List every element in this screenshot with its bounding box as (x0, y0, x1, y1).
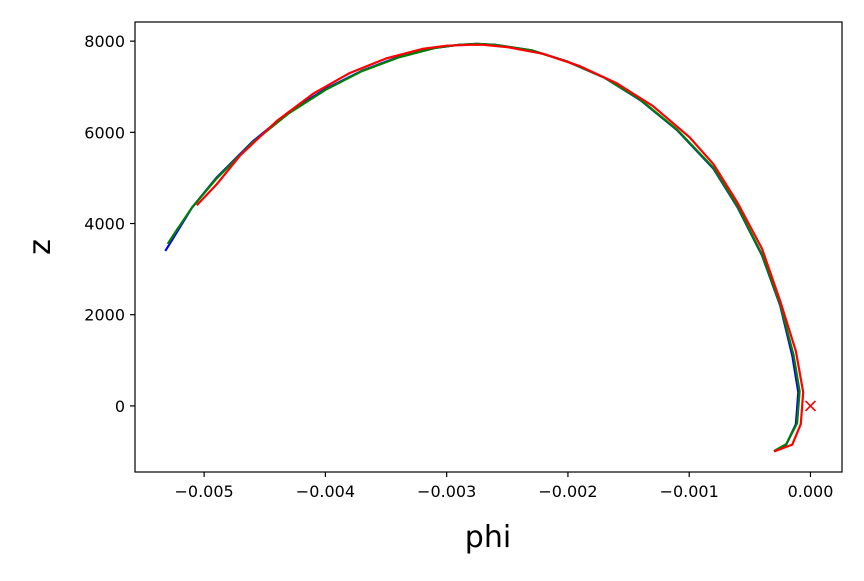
x-tick-label: −0.002 (538, 482, 597, 501)
x-tick-label: −0.005 (175, 482, 234, 501)
x-axis-label: phi (465, 520, 511, 555)
x-marker (804, 400, 817, 412)
series-line-3 (196, 43, 805, 453)
y-axis-label: z (23, 239, 58, 255)
series-layer (164, 42, 805, 453)
x-tick-label: −0.003 (417, 482, 476, 501)
y-tick-label: 2000 (84, 306, 125, 325)
y-axis-ticks: 0 2000 4000 6000 8000 (84, 32, 135, 416)
x-tick-label: 0.000 (788, 482, 834, 501)
x-tick-label: −0.004 (296, 482, 355, 501)
plot-frame (134, 21, 843, 473)
marker-layer (804, 400, 817, 412)
y-tick-label: 0 (115, 397, 125, 416)
x-axis-ticks: −0.005 −0.004 −0.003 −0.002 −0.001 0.000 (175, 472, 834, 501)
y-tick-label: 8000 (84, 32, 125, 51)
y-tick-label: 6000 (84, 123, 125, 142)
y-tick-label: 4000 (84, 215, 125, 234)
x-tick-label: −0.001 (660, 482, 719, 501)
plot-area (135, 22, 842, 472)
